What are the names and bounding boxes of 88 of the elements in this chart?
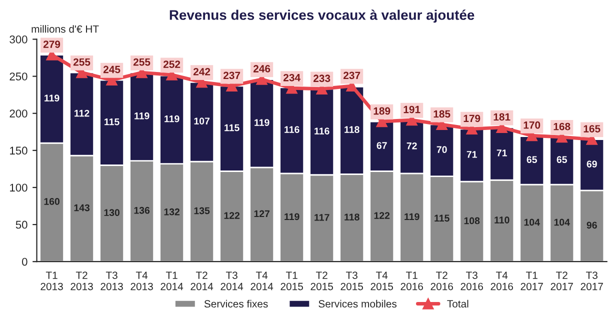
- y-tick-label: 100: [10, 184, 28, 192]
- x-tick-label: T3 2017: [580, 272, 603, 290]
- x-tick-label: T4 2016: [490, 272, 513, 290]
- x-tick-label: T3 2014: [220, 272, 244, 290]
- data-label: 135: [194, 207, 210, 214]
- x-tick-label: T2 2015: [310, 272, 333, 290]
- data-label: 191: [404, 106, 420, 114]
- data-label: 252: [163, 60, 180, 68]
- y-axis-title: millions d'€ HT: [32, 25, 99, 33]
- data-label: 246: [253, 65, 270, 72]
- data-label: 165: [584, 125, 600, 132]
- x-tick-label: T3 2013: [100, 272, 123, 290]
- legend-label: Services mobiles: [318, 300, 397, 308]
- data-label: 130: [104, 209, 120, 216]
- data-label: 234: [283, 74, 300, 82]
- data-label: 67: [376, 142, 387, 149]
- data-label: 143: [74, 204, 90, 212]
- data-label: 117: [314, 214, 330, 221]
- data-label: 168: [554, 122, 570, 130]
- x-tick-label: T2 2017: [550, 272, 573, 290]
- x-tick-label: T1 2015: [280, 272, 303, 290]
- data-label: 279: [43, 40, 60, 48]
- data-label: 136: [134, 206, 150, 214]
- x-tick-label: T4 2015: [370, 272, 393, 290]
- data-label: 237: [223, 72, 240, 80]
- data-label: 115: [434, 214, 450, 222]
- data-label: 118: [344, 214, 360, 220]
- x-tick-label: T4 2013: [130, 272, 153, 290]
- y-tick-label: 150: [10, 146, 28, 155]
- data-label: 255: [73, 58, 90, 66]
- legend-label: Services fixes: [204, 300, 268, 308]
- data-label: 115: [104, 118, 120, 126]
- data-label: 119: [284, 213, 300, 220]
- x-tick-label: T2 2016: [430, 272, 453, 290]
- data-label: 118: [344, 126, 360, 134]
- x-tick-label: T3 2016: [460, 272, 483, 290]
- data-label: 71: [466, 151, 477, 158]
- data-label: 104: [524, 218, 540, 226]
- data-label: 72: [406, 142, 417, 150]
- data-label: 122: [374, 212, 390, 219]
- chart-title: Revenus des services vocaux à valeur ajoutée: [170, 10, 474, 23]
- data-label: 245: [103, 66, 120, 74]
- data-label: 233: [313, 74, 330, 82]
- data-label: 255: [133, 58, 150, 66]
- data-label: 65: [526, 156, 537, 164]
- data-label: 185: [434, 110, 450, 118]
- data-label: 170: [524, 121, 540, 129]
- x-tick-label: T1 2017: [520, 272, 543, 290]
- data-label: 69: [586, 160, 597, 168]
- x-tick-label: T2 2013: [70, 272, 93, 290]
- y-tick-label: 0: [22, 258, 28, 266]
- data-label: 119: [164, 115, 180, 122]
- y-tick-label: 200: [10, 110, 28, 118]
- data-label: 179: [464, 114, 480, 122]
- data-label: 108: [464, 217, 480, 224]
- x-tick-label: T1 2014: [160, 272, 184, 290]
- data-label: 119: [44, 94, 60, 102]
- data-label: 71: [496, 150, 507, 156]
- data-label: 119: [254, 119, 270, 126]
- data-label: 132: [164, 208, 180, 216]
- x-tick-label: T3 2015: [340, 272, 363, 290]
- data-label: 110: [494, 216, 510, 224]
- data-label: 70: [436, 146, 447, 154]
- data-label: 127: [254, 210, 270, 218]
- data-label: 107: [194, 118, 210, 124]
- x-tick-label: T2 2014: [190, 272, 214, 290]
- legend-label: Total: [447, 300, 468, 308]
- data-label: 119: [134, 112, 150, 120]
- data-label: 115: [224, 124, 240, 132]
- data-label: 122: [224, 212, 240, 219]
- data-label: 189: [374, 107, 390, 115]
- y-tick-label: 250: [10, 72, 28, 80]
- x-tick-label: T1 2013: [40, 272, 63, 290]
- data-label: 181: [494, 113, 510, 121]
- data-label: 116: [284, 126, 300, 134]
- y-tick-label: 300: [10, 36, 28, 44]
- y-tick-label: 50: [16, 220, 28, 229]
- data-label: 112: [74, 110, 90, 117]
- data-label: 237: [344, 72, 360, 80]
- data-label: 160: [44, 198, 60, 205]
- data-label: 119: [404, 213, 420, 220]
- x-tick-label: T1 2016: [400, 272, 423, 290]
- data-label: 65: [556, 156, 567, 164]
- data-label: 116: [314, 128, 330, 134]
- data-label: 104: [554, 218, 570, 226]
- data-label: 96: [586, 222, 597, 229]
- data-label: 242: [193, 68, 210, 76]
- x-tick-label: T4 2014: [250, 272, 274, 290]
